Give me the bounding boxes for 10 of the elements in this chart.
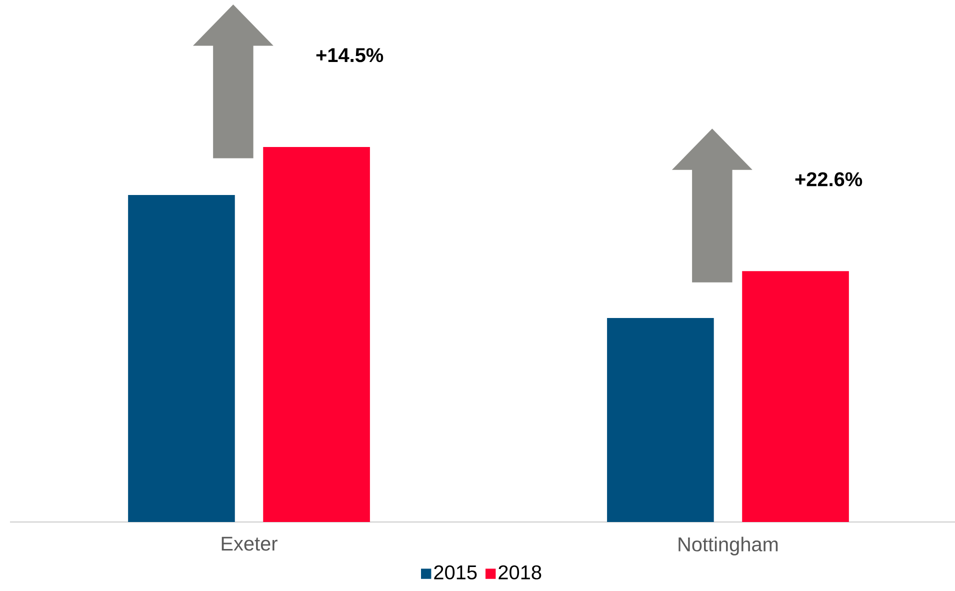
annotation: +22.6% <box>795 172 862 186</box>
bar <box>128 194 235 522</box>
x-tick-label: Nottingham <box>678 536 778 556</box>
bar <box>263 146 370 522</box>
legend-label: 2015 <box>434 565 477 580</box>
x-tick-label: Exeter <box>222 536 278 551</box>
bar <box>742 271 849 522</box>
bar <box>607 318 714 522</box>
legend-label: 2018 <box>498 565 542 580</box>
text: +14.5% <box>316 48 384 62</box>
